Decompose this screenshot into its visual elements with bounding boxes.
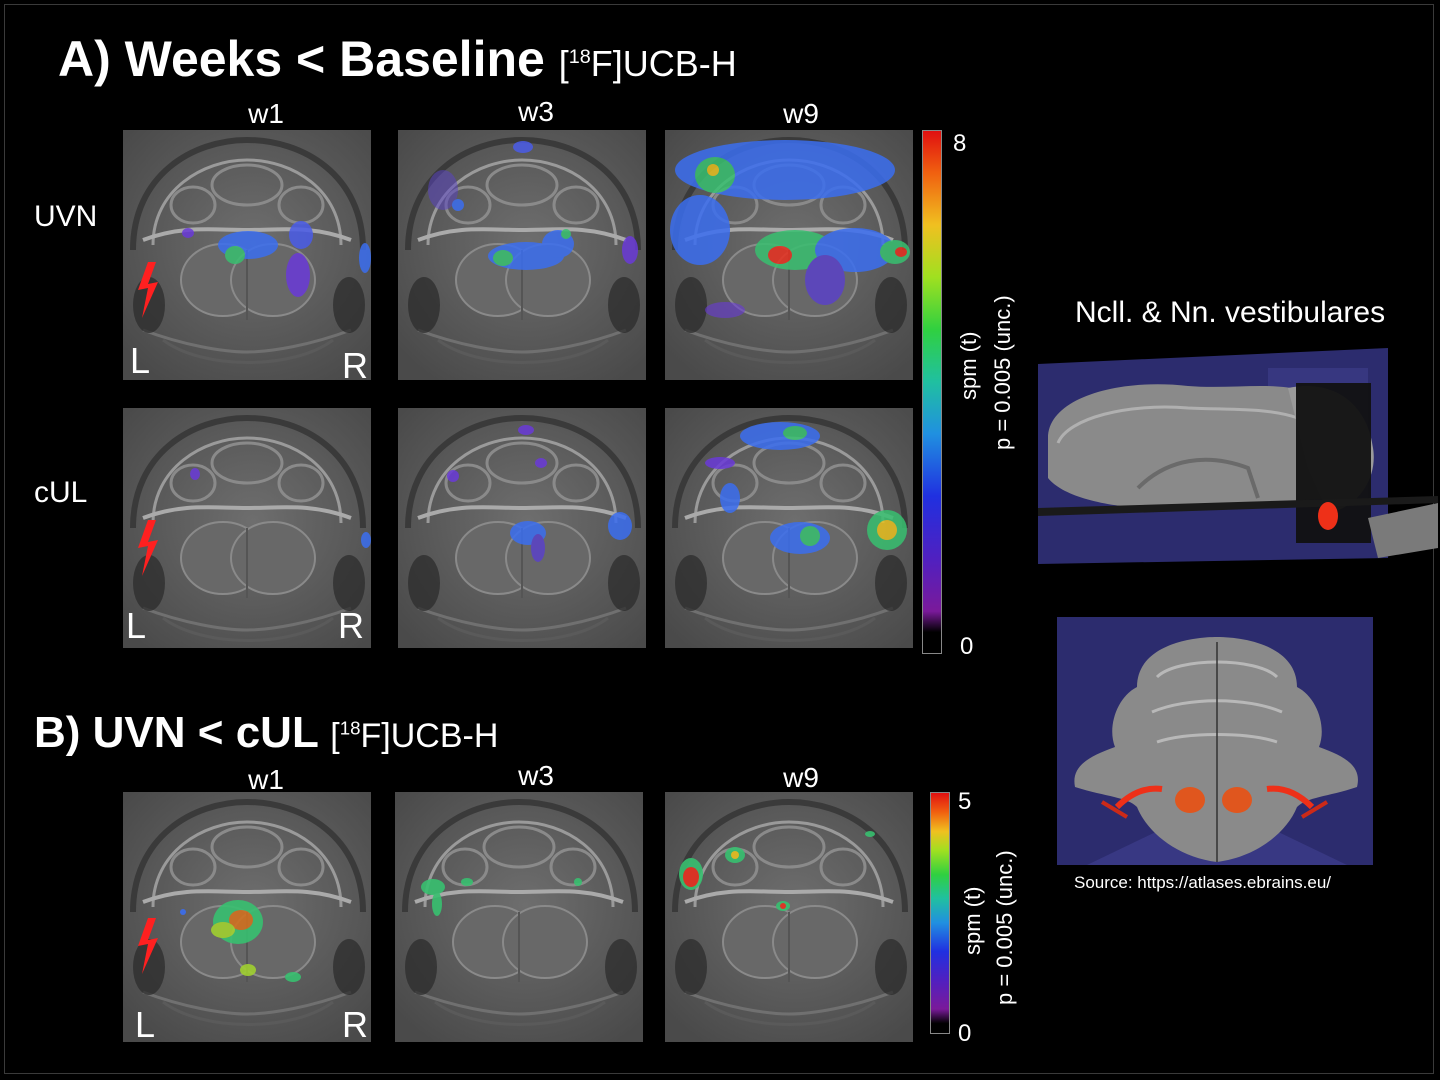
colorbar-a-stat-label: spm (t) — [956, 331, 981, 400]
colorbar-b-max: 5 — [958, 788, 972, 815]
section-b-col-w3: w3 — [518, 760, 554, 791]
colorbar-a-max: 8 — [953, 130, 967, 157]
colorbar-a — [922, 130, 942, 654]
colorbar-b-min: 0 — [958, 1020, 972, 1047]
panel-b-w1 — [123, 792, 371, 1042]
row-label-uvn: UVN — [34, 200, 98, 233]
section-a-tracer: [18F]UCB-H — [558, 43, 737, 84]
lesion-lightning-icon — [138, 918, 158, 974]
orientation-right: R — [338, 605, 364, 646]
panel-uvn-w3 — [398, 130, 646, 380]
panel-cul-w3 — [398, 408, 646, 658]
orientation-left: L — [126, 605, 147, 646]
section-a-heading: A) Weeks < Baseline — [58, 31, 545, 87]
colorbar-b-stat-label: spm (t) — [960, 886, 985, 955]
section-a-col-w3: w3 — [518, 96, 554, 127]
section-a-col-w9: w9 — [783, 98, 819, 129]
lesion-lightning-icon — [138, 520, 158, 576]
panel-b-w9 — [665, 792, 913, 1042]
colorbar-a-p-label: p = 0.005 (unc.) — [990, 295, 1015, 450]
panel-uvn-w9 — [665, 130, 913, 380]
orientation-right: R — [342, 1004, 368, 1045]
row-label-cul: cUL — [34, 476, 88, 509]
lesion-lightning-icon — [138, 262, 158, 318]
section-b-title: B) UVN < cUL [18F]UCB-H — [34, 708, 498, 758]
colorbar-a-min: 0 — [960, 633, 974, 660]
activation-blobs — [182, 221, 371, 297]
section-b-heading: B) UVN < cUL — [34, 708, 319, 757]
atlas-title: Ncll. & Nn. vestibulares — [1075, 296, 1386, 329]
colorbar-b — [930, 792, 950, 1034]
panel-b-w3 — [395, 792, 643, 1042]
panel-cul-w1 — [123, 408, 371, 658]
orientation-right: R — [342, 345, 368, 386]
atlas-coronal-view — [1057, 617, 1373, 865]
section-b-col-w9: w9 — [783, 762, 819, 793]
panel-cul-w9 — [665, 408, 913, 658]
panel-uvn-w1 — [123, 130, 371, 380]
orientation-left: L — [130, 340, 151, 381]
atlas-source: Source: https://atlases.ebrains.eu/ — [1074, 873, 1332, 892]
orientation-left: L — [135, 1004, 156, 1045]
section-b-tracer: [18F]UCB-H — [330, 717, 499, 755]
section-b-col-w1: w1 — [248, 764, 284, 795]
atlas-sagittal-view — [1038, 348, 1438, 564]
colorbar-b-p-label: p = 0.005 (unc.) — [992, 850, 1017, 1005]
section-a-title: A) Weeks < Baseline [18F]UCB-H — [58, 30, 737, 88]
section-a-col-w1: w1 — [248, 98, 284, 129]
